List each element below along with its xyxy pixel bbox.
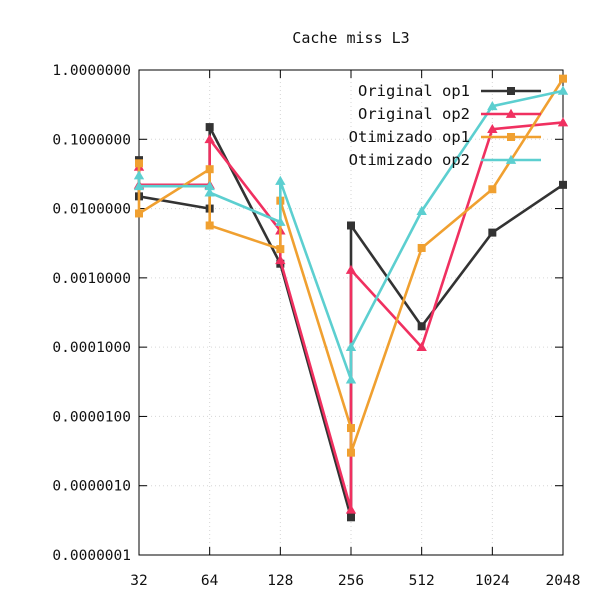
y-tick-label: 0.0010000 xyxy=(52,271,131,287)
data-point xyxy=(347,513,355,522)
y-tick-label: 1.0000000 xyxy=(52,63,131,79)
legend-entry: Otimizado op1 xyxy=(349,128,541,146)
legend-entry: Original op1 xyxy=(358,82,541,100)
data-point xyxy=(275,175,286,185)
x-tick-label: 2048 xyxy=(546,573,581,589)
data-point xyxy=(133,181,145,191)
x-tick-label: 128 xyxy=(267,573,293,589)
y-tick-label: 0.0000010 xyxy=(52,479,131,495)
x-tick-label: 256 xyxy=(338,573,364,589)
series-4 xyxy=(133,85,569,384)
legend: Original op1 Original op2 Otimizado op1 Oti… xyxy=(349,82,541,169)
data-point xyxy=(505,154,517,164)
data-point xyxy=(204,181,215,191)
data-point xyxy=(417,243,426,252)
data-point xyxy=(275,216,286,226)
y-tick-label: 0.0000100 xyxy=(52,409,131,425)
data-point xyxy=(487,101,498,111)
data-point xyxy=(347,221,355,230)
x-tick-label: 64 xyxy=(201,573,219,589)
data-point xyxy=(135,209,143,218)
data-point xyxy=(416,205,427,215)
data-point xyxy=(205,165,214,174)
series-lines xyxy=(133,74,569,522)
chart-title: Cache miss L3 xyxy=(292,29,409,47)
data-point xyxy=(345,264,357,274)
data-point xyxy=(559,74,567,83)
data-point xyxy=(557,85,569,95)
data-point xyxy=(557,117,569,127)
data-point xyxy=(345,374,357,384)
x-tick-label: 1024 xyxy=(475,573,510,589)
data-point xyxy=(204,134,215,144)
legend-entry: Original op2 xyxy=(358,105,541,123)
data-point xyxy=(204,187,215,197)
legend-label: Otimizado op2 xyxy=(349,151,470,169)
data-point xyxy=(505,108,517,118)
data-point xyxy=(416,341,427,352)
x-tick-label: 32 xyxy=(130,573,147,589)
data-point xyxy=(345,504,357,514)
data-point xyxy=(275,254,286,265)
data-point xyxy=(276,245,285,254)
legend-label: Otimizado op1 xyxy=(349,128,470,146)
data-point xyxy=(205,123,214,132)
data-point xyxy=(135,159,143,168)
legend-entry: Otimizado op2 xyxy=(349,151,541,169)
legend-label: Original op1 xyxy=(358,82,470,100)
data-point xyxy=(345,341,357,352)
series-line xyxy=(137,126,564,518)
y-tick-label: 0.0000001 xyxy=(52,548,131,564)
y-tick-label: 0.0001000 xyxy=(52,340,131,356)
data-point xyxy=(347,424,355,433)
data-point xyxy=(487,123,498,134)
y-tick-label: 0.0100000 xyxy=(52,202,131,218)
data-point xyxy=(559,180,567,189)
legend-label: Original op2 xyxy=(358,105,470,123)
y-tick-label: 0.1000000 xyxy=(52,132,131,148)
data-point xyxy=(417,322,426,331)
data-point xyxy=(205,221,214,230)
data-point xyxy=(507,133,515,141)
x-tick-label: 512 xyxy=(409,573,435,589)
data-point xyxy=(347,448,355,457)
axis-ticks: 1.0000000 0.1000000 0.0100000 0.0010000 0.00… xyxy=(52,63,580,589)
data-point xyxy=(488,185,497,194)
data-point xyxy=(488,228,497,237)
data-point xyxy=(507,87,515,95)
data-point xyxy=(133,170,145,180)
